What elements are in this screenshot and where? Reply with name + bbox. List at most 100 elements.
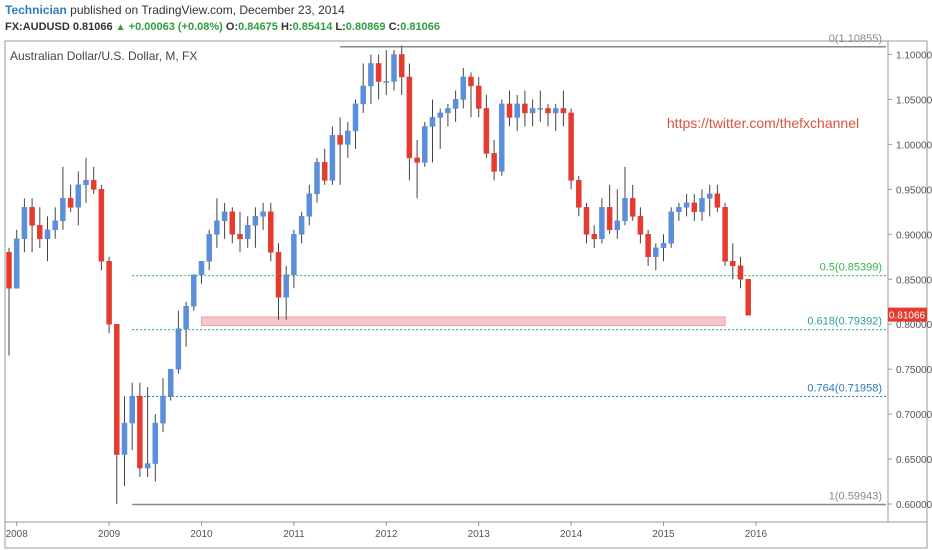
time-tick-label: 2010 [190,529,213,540]
candle-body [460,76,467,100]
candle-body [730,261,736,267]
candle-body [183,305,189,329]
candle-body [468,76,474,87]
candle-body [637,216,644,235]
candle-body [321,162,328,181]
price-change: +0.00063 (+0.08%) [128,21,223,33]
candle-body [676,207,682,213]
candle-body [198,261,205,276]
candle-body [167,368,174,397]
candle-body [137,395,143,469]
price-tick-label: 1.10000 [896,50,932,61]
candlestick-series [6,45,751,505]
candle-body [360,85,366,105]
watermark-link[interactable]: https://twitter.com/thefxchannel [667,115,859,131]
low-label: L: [335,21,346,33]
candle-body [260,211,266,217]
fibonacci-retracement[interactable]: 0(1.10855) 0.5(0.85399) 0.618(0.79392) 0.76… [132,33,886,506]
candle-body [368,63,374,87]
candle-body [475,85,482,109]
candle-body [414,157,420,163]
candle-body [660,243,667,249]
time-tick-label: 2009 [98,529,121,540]
candle-body [221,211,228,222]
up-arrow-icon: ▲ [115,22,126,33]
candle-body [306,193,313,217]
candle-body [352,103,359,132]
candle-body [591,234,597,240]
published-text: published on TradingView.com, December 2… [70,3,345,17]
symbol: FX:AUDUSD [5,21,70,33]
candle-body [683,202,690,208]
candle-body [6,252,12,289]
candle-body [406,76,413,159]
candle-body [21,207,28,240]
candle-body [483,108,490,154]
candle-body [214,220,220,235]
candle-body [599,207,605,240]
candle-body [568,112,574,181]
chart-frame [4,40,928,549]
price-tick-label: 0.65000 [896,455,932,466]
candle-body [98,189,105,262]
chart-title: Australian Dollar/U.S. Dollar, M, FX [10,49,197,63]
candle-body [391,54,397,82]
candle-body [329,135,336,181]
price-axis[interactable]: 0.60000 0.65000 0.70000 0.75000 0.80000 0.850… [888,50,932,511]
candle-body [291,234,297,276]
candle-body [90,180,97,190]
candle-body [622,198,628,222]
last-price-box [888,307,927,322]
candle-body [83,180,89,186]
candle-body [268,211,274,253]
time-axis[interactable]: 2008 2009 2010 2011 2012 2013 2014 2015 2016 [6,522,768,540]
candle-body [106,261,112,325]
candle-body [314,162,320,195]
support-zone[interactable] [201,316,726,327]
fib-level-label: 0.764(0.71958) [807,383,882,395]
time-tick-label: 2015 [652,529,675,540]
candle-body [576,180,582,208]
close-label: C: [388,21,401,33]
fib-level-label: 0.618(0.79392) [807,316,882,328]
candle-body [60,198,66,222]
price-tick-label: 1.05000 [896,95,932,106]
candle-body [514,103,520,118]
candle-body [560,108,567,114]
candle-body [275,252,282,298]
candle-body [545,108,551,114]
price-tick-label: 0.70000 [896,410,932,421]
candle-body [722,207,728,262]
candle-body [614,220,621,231]
candle-body [206,234,212,262]
candle-body [645,234,651,258]
candle-body [345,130,351,145]
time-tick-label: 2012 [375,529,398,540]
support-zone-rect [201,316,726,327]
time-tick-label: 2014 [560,529,583,540]
close-value: 0.81066 [400,21,440,33]
candle-body [237,234,243,240]
candle-body [699,198,705,213]
high-label: H: [280,21,293,33]
candle-body [706,193,713,199]
fib-level-label: 0(1.10855) [829,33,882,45]
candle-body [452,99,459,109]
author-link[interactable]: Technician [5,3,67,17]
last-price: 0.81066 [72,21,113,33]
price-tick-label: 0.90000 [896,230,932,241]
candle-body [537,108,544,110]
price-tick-label: 0.85000 [896,275,932,286]
candle-body [437,112,443,118]
candle-body [583,207,590,235]
candle-body [144,463,151,469]
price-tick-label: 0.95000 [896,185,932,196]
time-tick-label: 2016 [745,529,768,540]
candle-body [429,117,436,127]
candle-body [244,225,251,240]
candle-body [75,184,82,208]
low-value: 0.80869 [345,21,386,33]
last-price-label: 0.81066 [889,311,926,322]
candle-body [152,422,159,464]
